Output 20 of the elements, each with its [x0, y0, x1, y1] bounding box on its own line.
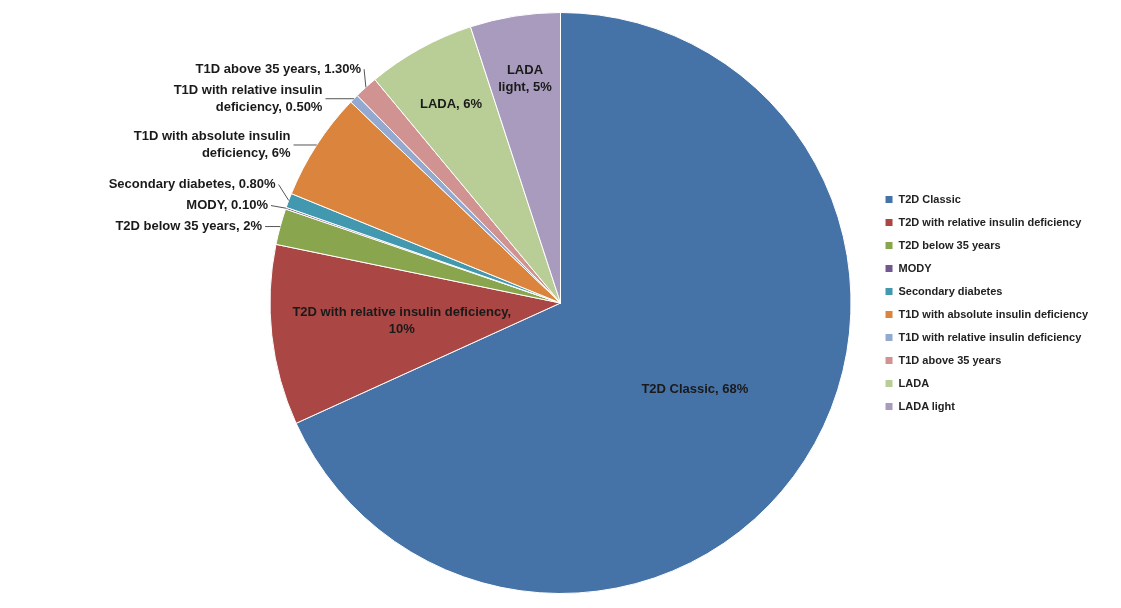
data-label: LADA, 6% [419, 96, 483, 112]
legend-label: T1D with absolute insulin deficiency [898, 307, 1089, 320]
legend-label: MODY [898, 261, 933, 274]
legend-label: LADA [898, 376, 930, 389]
data-label: T2D Classic, 68% [641, 381, 749, 397]
legend-label: T1D above 35 years [898, 353, 1002, 366]
legend-label: T2D below 35 years [898, 238, 1001, 251]
data-label: T1D with absolute insulin deficiency, 6% [133, 128, 291, 161]
legend-label: T2D Classic [898, 192, 961, 205]
data-label: T1D above 35 years, 1.30% [195, 60, 362, 76]
data-label: Secondary diabetes, 0.80% [108, 176, 277, 192]
data-label: MODY, 0.10% [186, 197, 269, 213]
data-label: LADA light, 5% [498, 62, 553, 95]
data-label: T1D with relative insulin deficiency, 0.50% [173, 81, 323, 114]
legend-label: Secondary diabetes [898, 284, 1003, 297]
data-label: T2D with relative insulin deficiency, 10% [292, 303, 512, 336]
data-label: T2D below 35 years, 2% [115, 218, 263, 234]
legend-label: LADA light [898, 399, 956, 412]
legend-label: T2D with relative insulin deficiency [898, 215, 1083, 228]
legend-label: T1D with relative insulin deficiency [898, 330, 1083, 343]
